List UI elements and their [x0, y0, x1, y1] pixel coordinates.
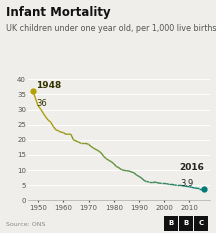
Text: C: C — [199, 220, 204, 226]
Text: Source: ONS: Source: ONS — [6, 222, 46, 227]
Text: B: B — [168, 220, 174, 226]
Text: Infant Mortality: Infant Mortality — [6, 6, 111, 19]
Text: 1948: 1948 — [36, 81, 61, 90]
Text: UK children under one year old, per 1,000 live births: UK children under one year old, per 1,00… — [6, 24, 216, 34]
Text: B: B — [184, 220, 189, 226]
Text: 2016: 2016 — [179, 163, 204, 172]
Text: 3.9: 3.9 — [181, 179, 194, 188]
Text: 36: 36 — [36, 99, 47, 108]
